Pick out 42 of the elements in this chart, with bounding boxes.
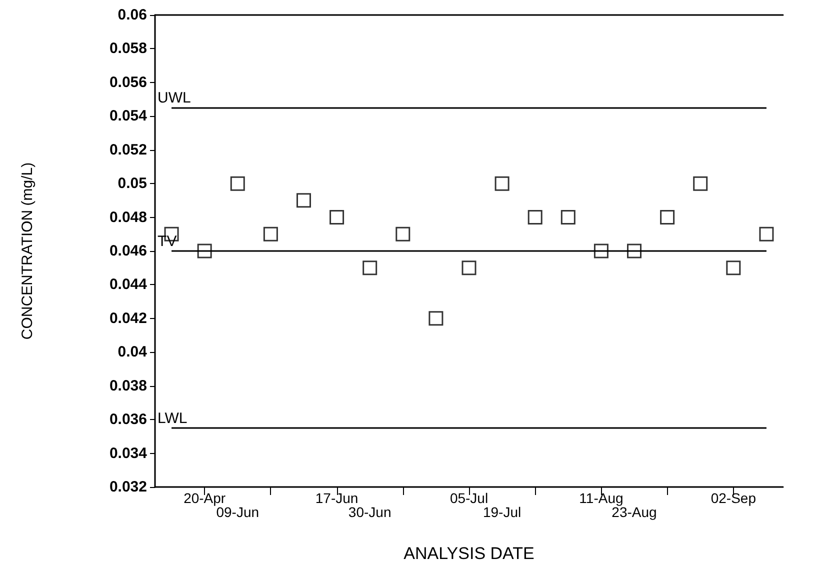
x-tick-label: 30-Jun xyxy=(348,504,392,520)
y-tick-label: 0.058 xyxy=(109,40,147,58)
point xyxy=(428,311,444,326)
y-tick-label: 0.06 xyxy=(118,6,147,24)
x-tick-label: 19-Jul xyxy=(482,504,522,520)
y-tick-label: 0.054 xyxy=(109,108,148,125)
y-tick-label: 0.04 xyxy=(118,344,148,361)
y-tick-label: 0.044 xyxy=(109,276,148,294)
point xyxy=(296,193,311,208)
y-tick-label: 0.05 xyxy=(118,175,147,192)
ref-line-label: UWL xyxy=(158,90,191,107)
y-tick-label: 0.036 xyxy=(109,411,147,428)
point xyxy=(759,226,774,242)
ref-line-label: LWL xyxy=(158,410,188,427)
y-tick-label: 0.048 xyxy=(109,208,147,226)
y-tick-label: 0.046 xyxy=(109,242,147,260)
y-tick-label: 0.034 xyxy=(109,444,148,462)
point xyxy=(263,226,278,242)
point xyxy=(528,210,542,225)
y-tick-label: 0.056 xyxy=(109,74,147,91)
point xyxy=(396,226,410,242)
y-tick-label: 0.052 xyxy=(109,141,147,158)
x-axis-title: ANALYSIS DATE xyxy=(404,544,534,563)
x-tick-label: 17-Jun xyxy=(315,490,358,506)
point xyxy=(462,260,476,276)
point xyxy=(494,176,510,191)
point xyxy=(230,176,245,191)
point xyxy=(362,260,378,276)
point xyxy=(660,210,675,225)
point xyxy=(693,176,708,191)
x-tick-label: 20-Apr xyxy=(184,490,226,506)
x-tick-label: 02-Sep xyxy=(710,490,756,506)
y-axis-title: CONCENTRATION (mg/L) xyxy=(19,162,36,340)
y-tick-label: 0.038 xyxy=(109,377,147,394)
y-tick-label: 0.032 xyxy=(109,478,147,496)
x-tick-label: 09-Jun xyxy=(216,504,260,520)
point xyxy=(330,210,344,225)
x-tick-label: 11-Aug xyxy=(579,490,624,506)
x-tick-label: 05-Jul xyxy=(450,490,488,506)
point xyxy=(726,260,741,276)
y-tick-label: 0.042 xyxy=(109,310,147,327)
point xyxy=(560,210,576,225)
